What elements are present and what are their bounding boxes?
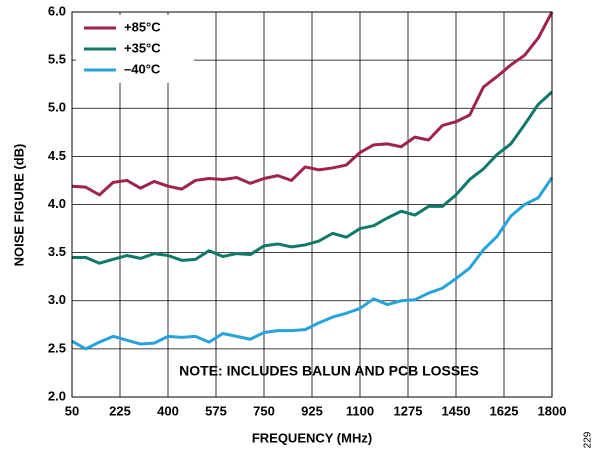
- series-line: [71, 176, 554, 351]
- y-tick-label: 3.0: [48, 292, 66, 307]
- plot-frame: [71, 11, 553, 398]
- x-tick-label: 1100: [346, 403, 374, 418]
- x-tick-label: 225: [109, 403, 131, 418]
- y-tick-label: 2.0: [48, 388, 66, 403]
- y-tick-label: 2.5: [48, 340, 66, 355]
- y-tick-label: 4.0: [48, 196, 66, 211]
- legend-label: +85°C: [124, 19, 161, 34]
- x-tick-label: 1450: [442, 403, 471, 418]
- x-tick-label: 925: [301, 403, 323, 418]
- legend-label: +35°C: [124, 40, 161, 55]
- x-tick-label: 1625: [490, 403, 519, 418]
- y-tick-label: 5.5: [48, 52, 66, 67]
- figure-id: 229: [583, 431, 594, 448]
- series-line: [71, 11, 554, 197]
- legend-label: –40°C: [124, 61, 161, 76]
- annotation: NOTE: INCLUDES BALUN AND PCB LOSSES: [179, 363, 479, 379]
- y-tick-label: 4.5: [48, 148, 66, 163]
- y-axis-label: NOISE FIGURE (dB): [11, 144, 26, 267]
- x-tick-label: 1800: [538, 403, 567, 418]
- x-axis-label: FREQUENCY (MHz): [252, 430, 372, 445]
- x-tick-label: 50: [65, 403, 79, 418]
- y-tick-label: 5.0: [48, 100, 66, 115]
- x-tick-label: 1275: [394, 403, 423, 418]
- y-tick-label: 6.0: [48, 3, 66, 18]
- y-tick-label: 3.5: [48, 244, 66, 259]
- series-line: [72, 90, 554, 265]
- x-tick-label: 575: [205, 403, 227, 418]
- x-tick-label: 400: [157, 403, 179, 418]
- x-tick-label: 750: [253, 403, 275, 418]
